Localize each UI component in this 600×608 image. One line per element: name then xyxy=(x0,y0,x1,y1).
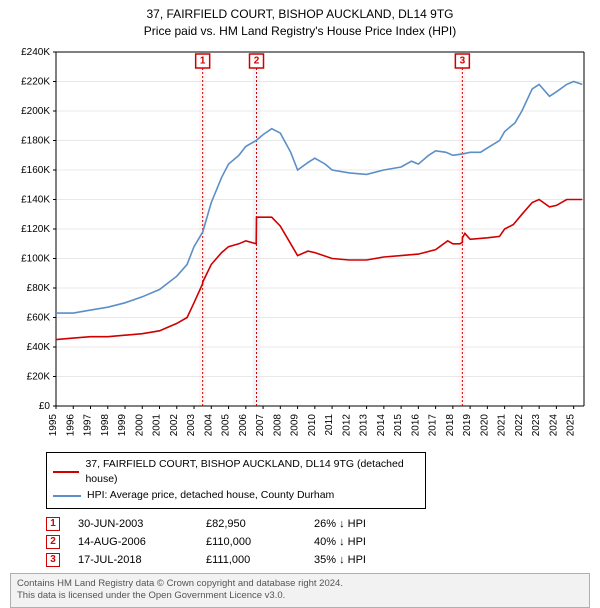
legend-swatch xyxy=(53,471,79,473)
sale-marker-icon: 3 xyxy=(46,553,60,567)
svg-text:2025: 2025 xyxy=(566,413,577,436)
legend: 37, FAIRFIELD COURT, BISHOP AUCKLAND, DL… xyxy=(46,452,426,509)
sale-delta: 40% ↓ HPI xyxy=(314,536,404,548)
attribution-footer: Contains HM Land Registry data © Crown c… xyxy=(10,573,590,608)
svg-text:£100K: £100K xyxy=(21,253,50,264)
svg-text:3: 3 xyxy=(460,55,466,66)
svg-text:2017: 2017 xyxy=(428,413,439,436)
svg-text:1999: 1999 xyxy=(117,413,128,436)
svg-text:2018: 2018 xyxy=(445,413,456,436)
legend-item: 37, FAIRFIELD COURT, BISHOP AUCKLAND, DL… xyxy=(53,457,419,489)
svg-text:2020: 2020 xyxy=(479,413,490,436)
svg-text:2002: 2002 xyxy=(169,413,180,436)
svg-text:2011: 2011 xyxy=(324,413,335,435)
svg-text:2015: 2015 xyxy=(393,413,404,436)
svg-text:2004: 2004 xyxy=(203,413,214,436)
chart-card: 37, FAIRFIELD COURT, BISHOP AUCKLAND, DL… xyxy=(0,0,600,590)
svg-text:£200K: £200K xyxy=(21,106,50,117)
svg-text:£40K: £40K xyxy=(27,342,51,353)
svg-text:2022: 2022 xyxy=(514,413,525,436)
sale-price: £110,000 xyxy=(206,536,296,548)
sale-date: 30-JUN-2003 xyxy=(78,518,188,530)
svg-text:2008: 2008 xyxy=(272,413,283,436)
sale-row: 3 17-JUL-2018 £111,000 35% ↓ HPI xyxy=(46,553,590,567)
svg-text:£220K: £220K xyxy=(21,76,50,87)
svg-text:2005: 2005 xyxy=(221,413,232,436)
svg-text:1998: 1998 xyxy=(100,413,111,436)
sale-marker-icon: 1 xyxy=(46,517,60,531)
line-chart: £0 £20K £40K £60K £80K £100K £120K £140K £160K £1… xyxy=(10,46,590,446)
svg-text:£80K: £80K xyxy=(27,283,51,294)
svg-text:1: 1 xyxy=(200,55,206,66)
svg-text:2: 2 xyxy=(254,55,260,66)
footer-line: Contains HM Land Registry data © Crown c… xyxy=(17,578,583,590)
svg-text:2014: 2014 xyxy=(376,413,387,436)
svg-text:£240K: £240K xyxy=(21,47,50,58)
svg-text:£140K: £140K xyxy=(21,194,50,205)
svg-text:2016: 2016 xyxy=(410,413,421,436)
svg-text:2012: 2012 xyxy=(341,413,352,436)
sale-row: 1 30-JUN-2003 £82,950 26% ↓ HPI xyxy=(46,517,590,531)
svg-text:2007: 2007 xyxy=(255,413,266,436)
svg-text:2006: 2006 xyxy=(238,413,249,436)
title-address: 37, FAIRFIELD COURT, BISHOP AUCKLAND, DL… xyxy=(0,6,600,23)
svg-text:2024: 2024 xyxy=(548,413,559,436)
legend-item: HPI: Average price, detached house, Coun… xyxy=(53,488,419,504)
svg-text:2021: 2021 xyxy=(497,413,508,436)
svg-text:2023: 2023 xyxy=(531,413,542,436)
sale-date: 14-AUG-2006 xyxy=(78,536,188,548)
sale-price: £111,000 xyxy=(206,554,296,566)
svg-text:£20K: £20K xyxy=(27,371,51,382)
svg-text:2000: 2000 xyxy=(134,413,145,436)
legend-swatch xyxy=(53,495,81,497)
svg-text:2019: 2019 xyxy=(462,413,473,436)
svg-text:£180K: £180K xyxy=(21,135,50,146)
chart-area: £0 £20K £40K £60K £80K £100K £120K £140K £160K £1… xyxy=(10,46,590,446)
svg-text:1997: 1997 xyxy=(83,413,94,436)
svg-text:2001: 2001 xyxy=(152,413,163,436)
legend-label: 37, FAIRFIELD COURT, BISHOP AUCKLAND, DL… xyxy=(85,457,419,489)
svg-text:2009: 2009 xyxy=(290,413,301,436)
svg-text:£120K: £120K xyxy=(21,224,50,235)
svg-text:1995: 1995 xyxy=(48,413,59,436)
svg-text:1996: 1996 xyxy=(65,413,76,436)
legend-label: HPI: Average price, detached house, Coun… xyxy=(87,488,334,504)
sale-price: £82,950 xyxy=(206,518,296,530)
footer-line: This data is licensed under the Open Gov… xyxy=(17,590,583,602)
sale-row: 2 14-AUG-2006 £110,000 40% ↓ HPI xyxy=(46,535,590,549)
sale-delta: 35% ↓ HPI xyxy=(314,554,404,566)
svg-text:£60K: £60K xyxy=(27,312,51,323)
sale-marker-icon: 2 xyxy=(46,535,60,549)
svg-text:£160K: £160K xyxy=(21,165,50,176)
sale-delta: 26% ↓ HPI xyxy=(314,518,404,530)
svg-text:2003: 2003 xyxy=(186,413,197,436)
svg-text:2013: 2013 xyxy=(359,413,370,436)
sale-date: 17-JUL-2018 xyxy=(78,554,188,566)
title-block: 37, FAIRFIELD COURT, BISHOP AUCKLAND, DL… xyxy=(0,0,600,40)
title-subtitle: Price paid vs. HM Land Registry's House … xyxy=(0,23,600,40)
sales-table: 1 30-JUN-2003 £82,950 26% ↓ HPI 2 14-AUG… xyxy=(46,517,590,567)
svg-text:2010: 2010 xyxy=(307,413,318,436)
svg-text:£0: £0 xyxy=(39,401,51,412)
